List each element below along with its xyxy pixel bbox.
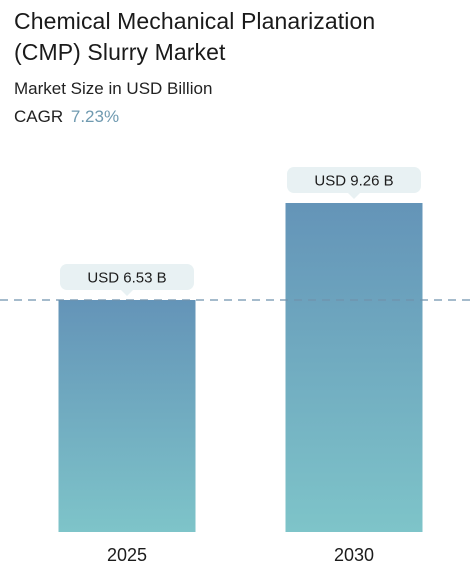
chart-header: Chemical Mechanical Planarization (CMP) … bbox=[14, 6, 464, 128]
data-label-pointer bbox=[348, 193, 360, 199]
x-tick-label-2025: 2025 bbox=[107, 545, 147, 565]
x-tick-label-2030: 2030 bbox=[334, 545, 374, 565]
chart-title-line-1: Chemical Mechanical Planarization bbox=[14, 8, 376, 34]
chart-title: Chemical Mechanical Planarization (CMP) … bbox=[14, 6, 464, 68]
cagr-line: CAGR 7.23% bbox=[14, 106, 464, 128]
chart-title-line-2: (CMP) Slurry Market bbox=[14, 39, 226, 65]
chart-subtitle: Market Size in USD Billion bbox=[14, 79, 213, 98]
bar-2025 bbox=[58, 299, 196, 532]
data-label-text: USD 6.53 B bbox=[87, 269, 166, 286]
data-label-background bbox=[287, 167, 421, 193]
data-labels-layer: USD 6.53 B USD 9.26 B bbox=[60, 167, 421, 296]
x-axis-tick-labels: 2025 2030 bbox=[107, 545, 374, 565]
bar-2030 bbox=[285, 203, 423, 532]
data-label-pointer bbox=[121, 289, 133, 296]
cagr-value: 7.23% bbox=[70, 107, 120, 126]
data-label-background bbox=[60, 263, 194, 290]
data-label-text: USD 9.26 B bbox=[314, 173, 393, 190]
bars-layer bbox=[58, 203, 423, 532]
cagr-label: CAGR bbox=[14, 107, 64, 126]
data-label-2030: USD 9.26 B bbox=[287, 167, 421, 199]
data-label-2025: USD 6.53 B bbox=[60, 263, 194, 296]
